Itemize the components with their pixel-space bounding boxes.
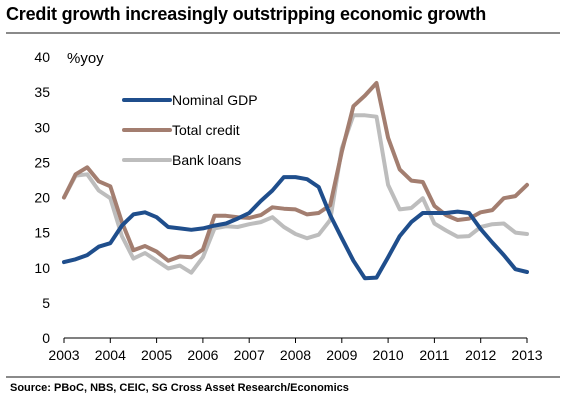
y-tick-label: 40 bbox=[34, 49, 50, 65]
x-tick-label: 2009 bbox=[326, 347, 357, 363]
y-tick-label: 35 bbox=[34, 84, 50, 100]
chart-axes: 0 5 10 15 20 25 30 35 40 %yoy 2003 2004 2005 2006 2007… bbox=[34, 49, 542, 363]
chart-source: Source: PBoC, NBS, CEIC, SG Cross Asset … bbox=[10, 382, 349, 394]
x-tick-label: 2011 bbox=[419, 347, 449, 363]
legend-label-nominal-gdp: Nominal GDP bbox=[172, 92, 258, 108]
chart-legend: Nominal GDP Total credit Bank loans bbox=[122, 92, 258, 168]
x-tick-label: 2004 bbox=[95, 347, 126, 363]
x-tick-label: 2008 bbox=[280, 347, 311, 363]
x-tick-label: 2006 bbox=[187, 347, 218, 363]
chart-title: Credit growth increasingly outstripping … bbox=[6, 4, 487, 24]
y-tick-label: 0 bbox=[42, 330, 50, 346]
line-chart: 0 5 10 15 20 25 30 35 40 %yoy 2003 2004 2005 2006 2007… bbox=[34, 49, 542, 363]
source-rule bbox=[6, 376, 560, 378]
y-tick-label: 20 bbox=[34, 190, 50, 206]
x-tick-label: 2013 bbox=[511, 347, 542, 363]
chart-series bbox=[62, 81, 529, 281]
series-line-total-credit bbox=[62, 81, 529, 263]
y-tick-label: 10 bbox=[34, 260, 50, 276]
x-tick-label: 2012 bbox=[465, 347, 496, 363]
series-line-bank-loans bbox=[62, 113, 529, 275]
y-unit-label: %yoy bbox=[67, 50, 104, 67]
x-tick-label: 2007 bbox=[234, 347, 265, 363]
x-tick-label: 2005 bbox=[141, 347, 172, 363]
y-tick-label: 15 bbox=[34, 225, 50, 241]
y-tick-label: 5 bbox=[42, 295, 50, 311]
y-tick-label: 30 bbox=[34, 119, 50, 135]
x-tick-label: 2003 bbox=[48, 347, 79, 363]
legend-label-total-credit: Total credit bbox=[172, 122, 240, 138]
y-tick-label: 25 bbox=[34, 154, 50, 170]
series-line-nominal-gdp bbox=[62, 175, 529, 281]
legend-label-bank-loans: Bank loans bbox=[172, 152, 241, 168]
x-tick-label: 2010 bbox=[373, 347, 404, 363]
title-rule bbox=[6, 32, 560, 34]
